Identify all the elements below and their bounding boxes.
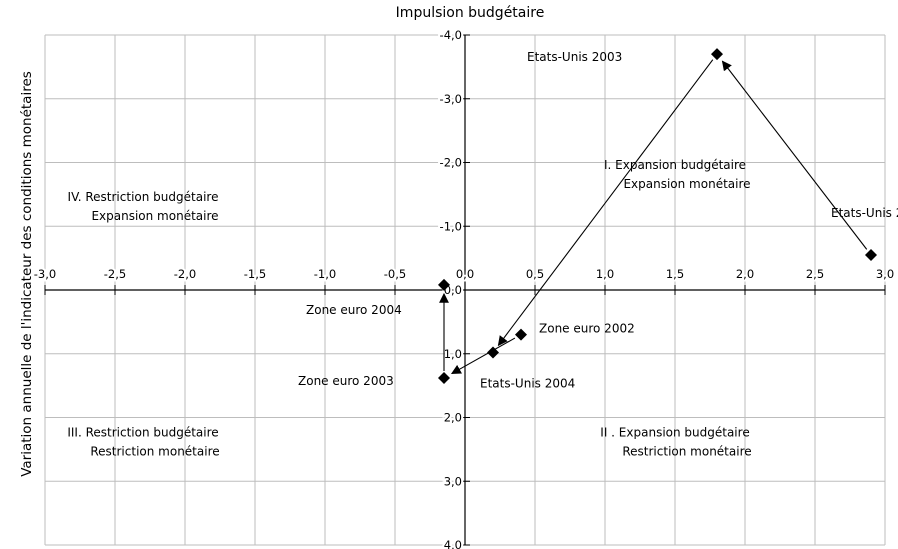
quadrant-label-line1: III. Restriction budgétaire (67, 426, 218, 440)
x-tick-label: -2,0 (174, 267, 196, 281)
y-tick-label: 2,0 (444, 411, 462, 425)
point-labels: Etats-Unis 2002 Etats-Unis 2003 Etats-Unis… (298, 50, 898, 390)
x-tick-label: -1,5 (244, 267, 266, 281)
x-tick-label: 3,0 (876, 267, 894, 281)
x-tick-label: 0,5 (526, 267, 544, 281)
y-tick-label: 4,0 (444, 538, 462, 549)
trajectory-arrow (497, 59, 714, 347)
quadrant-label-line1: I. Expansion budgétaire (604, 158, 746, 172)
point-label: Zone euro 2002 (539, 322, 635, 336)
trajectory-arrow (450, 337, 516, 375)
point-label: Zone euro 2003 (298, 374, 394, 388)
tick-labels: -3,0 -2,5 -2,0 -1,5 -1,0 -0,5 0,0 0,5 1,0 1,5 2,0 2… (32, 26, 896, 549)
x-tick-label: -3,0 (34, 267, 56, 281)
x-tick-label: -0,5 (384, 267, 406, 281)
chart-title: Impulsion budgétaire (395, 5, 545, 21)
x-tick-label: 2,0 (736, 267, 754, 281)
quadrant-label-line2: Expansion monétaire (623, 177, 750, 191)
data-point-marker (515, 328, 527, 341)
y-tick-label: 1,0 (444, 347, 462, 361)
y-tick-label: 3,0 (444, 474, 462, 488)
y-tick-label: -1,0 (440, 219, 462, 233)
x-tick-label: 1,5 (666, 267, 684, 281)
x-tick-label: -2,5 (104, 267, 126, 281)
quadrant-label-line1: II . Expansion budgétaire (600, 426, 749, 440)
quadrant-labels: I. Expansion budgétaire Expansion monétai… (67, 158, 751, 459)
quadrant-label-line2: Restriction monétaire (90, 445, 219, 459)
y-tick-label: -4,0 (440, 28, 462, 42)
data-point-marker (438, 371, 450, 384)
quadrant-label-line1: IV. Restriction budgétaire (68, 190, 219, 204)
x-tick-label: -1,0 (314, 267, 336, 281)
axes (44, 34, 886, 546)
point-label: Etats-Unis 2004 (480, 376, 575, 390)
data-point-marker (865, 248, 877, 261)
point-label: Etats-Unis 2002 (831, 206, 898, 220)
point-label: Etats-Unis 2003 (527, 50, 622, 64)
quadrant-label-line2: Restriction monétaire (622, 445, 751, 459)
x-tick-label: 2,5 (806, 267, 824, 281)
data-point-marker (487, 346, 499, 359)
data-points (438, 48, 877, 384)
quadrant-label-line2: Expansion monétaire (91, 209, 218, 223)
x-tick-label: 1,0 (596, 267, 614, 281)
arrows (439, 59, 868, 375)
data-point-marker (711, 48, 723, 61)
x-tick-label: 0,0 (456, 267, 474, 281)
point-label: Zone euro 2004 (306, 303, 402, 317)
data-point-marker (438, 278, 450, 291)
y-tick-label: -3,0 (440, 92, 462, 106)
y-tick-label: -2,0 (440, 156, 462, 170)
trajectory-arrow (721, 60, 868, 250)
